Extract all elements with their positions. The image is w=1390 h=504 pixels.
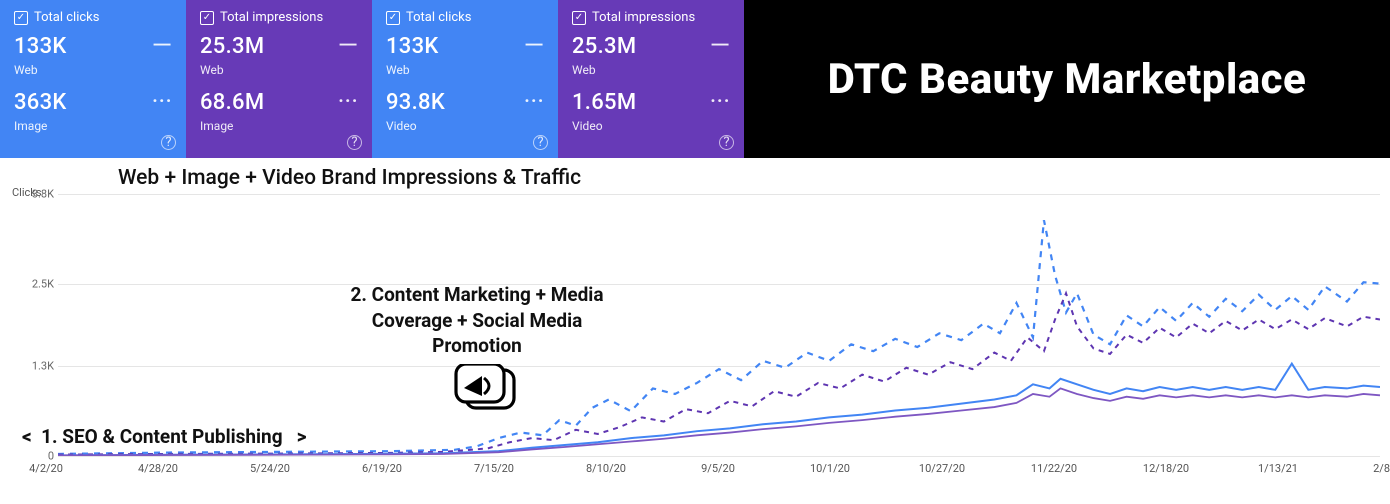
top-bar: ✓ Total clicks 133K — Web 363K ··· Image… <box>0 0 1390 158</box>
plot-area <box>58 194 1380 456</box>
x-tick: 11/22/20 <box>1031 462 1077 475</box>
x-tick: 9/5/20 <box>701 462 735 475</box>
help-icon[interactable]: ? <box>719 135 734 150</box>
card-header: ✓ Total impressions <box>200 10 358 25</box>
megaphone-icon <box>454 364 516 420</box>
card-title: Total impressions <box>220 10 323 25</box>
metric-value: 25.3M <box>572 34 636 59</box>
subtitle: Web + Image + Video Brand Impressions & … <box>0 158 1390 194</box>
metric-row: 68.6M ··· <box>200 87 358 117</box>
metric-card-0[interactable]: ✓ Total clicks 133K — Web 363K ··· Image… <box>0 0 186 158</box>
x-tick: 4/28/20 <box>138 462 178 475</box>
card-title: Total clicks <box>34 10 99 25</box>
metric-sublabel: Image <box>200 119 358 133</box>
chart: Clicks 01.3K2.5K3.8K< 1. SEO & Content P… <box>12 194 1380 456</box>
help-icon[interactable]: ? <box>533 135 548 150</box>
card-header: ✓ Total impressions <box>572 10 730 25</box>
help-icon[interactable]: ? <box>347 135 362 150</box>
x-tick: 10/27/20 <box>919 462 965 475</box>
metric-value: 1.65M <box>572 90 636 115</box>
metric-value: 133K <box>386 34 439 59</box>
metric-sublabel: Image <box>14 119 172 133</box>
card-header: ✓ Total clicks <box>14 10 172 25</box>
checkbox-icon[interactable]: ✓ <box>200 11 214 25</box>
checkbox-icon[interactable]: ✓ <box>386 11 400 25</box>
y-tick: 2.5K <box>32 277 54 290</box>
x-tick: 5/24/20 <box>250 462 290 475</box>
metric-trend-icon: ··· <box>524 87 544 117</box>
metric-trend-icon: ··· <box>152 87 172 117</box>
metric-value: 363K <box>14 90 67 115</box>
metric-value: 68.6M <box>200 90 264 115</box>
metric-card-1[interactable]: ✓ Total impressions 25.3M — Web 68.6M ··… <box>186 0 372 158</box>
metric-card-2[interactable]: ✓ Total clicks 133K — Web 93.8K ··· Vide… <box>372 0 558 158</box>
metric-trend-icon: ··· <box>710 87 730 117</box>
metric-row: 1.65M ··· <box>572 87 730 117</box>
x-tick: 4/2/20 <box>29 462 63 475</box>
metric-value: 93.8K <box>386 90 445 115</box>
checkbox-icon[interactable]: ✓ <box>14 11 28 25</box>
metric-trend-icon: — <box>524 31 544 61</box>
x-tick: 1/13/21 <box>1258 462 1298 475</box>
metric-row: 25.3M — <box>572 31 730 61</box>
card-title: Total impressions <box>592 10 695 25</box>
metric-sublabel: Web <box>386 63 544 77</box>
metric-trend-icon: — <box>152 31 172 61</box>
metric-trend-icon: — <box>338 31 358 61</box>
y-tick: 3.8K <box>32 188 54 201</box>
metric-sublabel: Web <box>572 63 730 77</box>
x-tick: 8/10/20 <box>586 462 626 475</box>
metric-card-3[interactable]: ✓ Total impressions 25.3M — Web 1.65M ··… <box>558 0 744 158</box>
x-tick: 7/15/20 <box>474 462 514 475</box>
annotation-phase-2: 2. Content Marketing + Media Coverage + … <box>307 282 647 359</box>
help-icon[interactable]: ? <box>161 135 176 150</box>
metric-trend-icon: — <box>710 31 730 61</box>
metric-row: 93.8K ··· <box>386 87 544 117</box>
banner: DTC Beauty Marketplace <box>744 0 1390 158</box>
metric-value: 133K <box>14 34 67 59</box>
card-title: Total clicks <box>406 10 471 25</box>
chevron-right-icon: > <box>297 425 307 448</box>
y-tick: 1.3K <box>32 360 54 373</box>
metric-row: 363K ··· <box>14 87 172 117</box>
metric-trend-icon: ··· <box>338 87 358 117</box>
annotation-phase-1: < 1. SEO & Content Publishing > <box>22 424 307 450</box>
metric-row: 25.3M — <box>200 31 358 61</box>
series-impressions-web-dashed <box>58 220 1380 454</box>
metric-sublabel: Web <box>200 63 358 77</box>
chevron-left-icon: < <box>22 425 32 448</box>
metric-value: 25.3M <box>200 34 264 59</box>
x-tick: 10/1/20 <box>810 462 850 475</box>
metric-row: 133K — <box>386 31 544 61</box>
annotation-1-text: 1. SEO & Content Publishing <box>41 425 282 448</box>
metric-cards: ✓ Total clicks 133K — Web 363K ··· Image… <box>0 0 744 158</box>
metric-row: 133K — <box>14 31 172 61</box>
metric-sublabel: Video <box>386 119 544 133</box>
x-tick: 12/18/20 <box>1143 462 1189 475</box>
x-tick: 6/19/20 <box>362 462 402 475</box>
x-axis: 4/2/204/28/205/24/206/19/207/15/208/10/2… <box>46 456 1390 478</box>
banner-title: DTC Beauty Marketplace <box>828 55 1307 104</box>
metric-sublabel: Video <box>572 119 730 133</box>
metric-sublabel: Web <box>14 63 172 77</box>
x-tick: 2/8/21 <box>1373 462 1390 475</box>
checkbox-icon[interactable]: ✓ <box>572 11 586 25</box>
card-header: ✓ Total clicks <box>386 10 544 25</box>
